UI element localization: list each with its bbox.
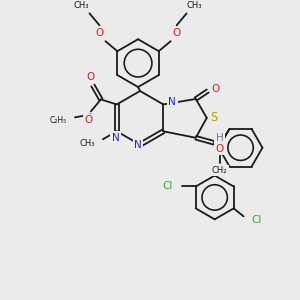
Text: N: N xyxy=(134,140,142,150)
Text: CH₂: CH₂ xyxy=(212,166,227,175)
Text: CH₃: CH₃ xyxy=(80,139,95,148)
Text: Cl: Cl xyxy=(163,182,173,191)
Text: Cl: Cl xyxy=(252,215,262,225)
Text: S: S xyxy=(211,111,218,124)
Text: H: H xyxy=(216,133,224,143)
Text: CH₃: CH₃ xyxy=(187,1,202,10)
Text: O: O xyxy=(172,28,181,38)
Text: O: O xyxy=(215,144,224,154)
Text: N: N xyxy=(112,133,120,143)
Text: O: O xyxy=(212,84,220,94)
Text: O: O xyxy=(85,116,93,125)
Text: CH₃: CH₃ xyxy=(74,1,89,10)
Text: N: N xyxy=(168,98,176,107)
Text: O: O xyxy=(87,72,95,82)
Text: C₂H₅: C₂H₅ xyxy=(50,116,67,125)
Text: O: O xyxy=(95,28,104,38)
